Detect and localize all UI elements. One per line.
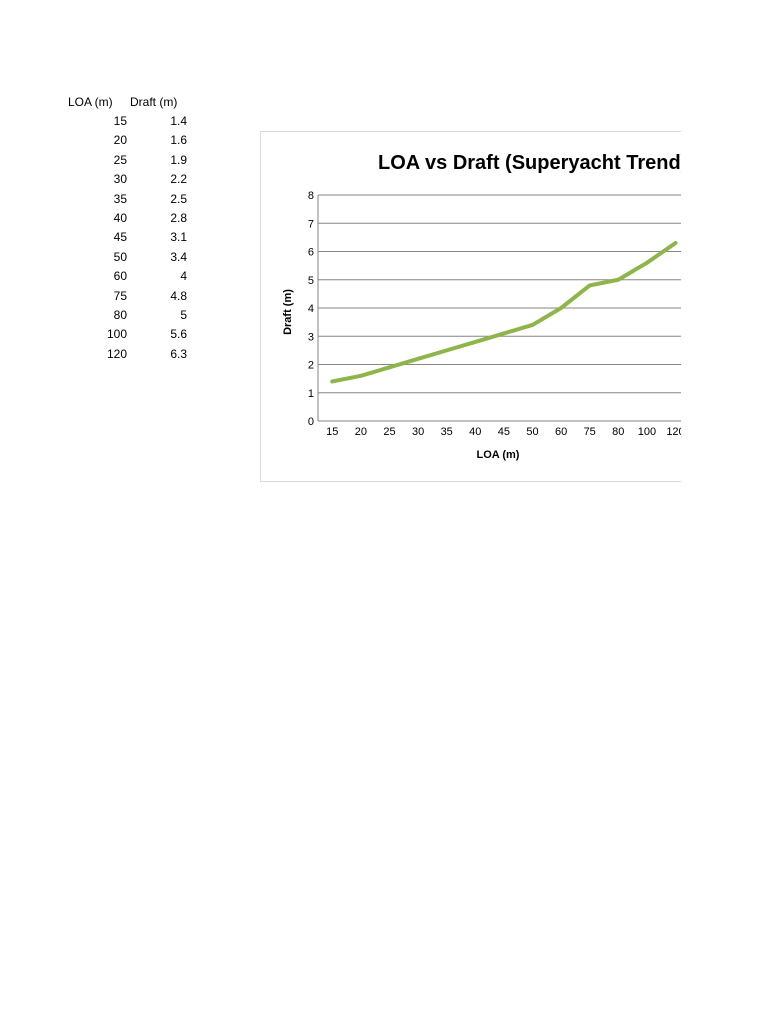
series-group: [330, 241, 678, 384]
header-draft: Draft (m): [130, 94, 178, 109]
x-tick-label: 15: [326, 426, 338, 438]
cell-loa: 15: [113, 114, 127, 129]
table-row: 50 3.4: [60, 247, 190, 266]
y-tick-label: 6: [308, 247, 314, 259]
table-header-row: LOA (m) Draft (m): [60, 92, 190, 111]
x-tick-label: 60: [555, 426, 567, 438]
cell-draft: 2.8: [170, 211, 187, 226]
x-tick-label: 45: [498, 426, 510, 438]
cell-draft: 2.5: [170, 191, 187, 206]
table-row: 80 5: [60, 305, 190, 324]
cell-draft: 4: [180, 269, 187, 284]
cell-draft: 2.2: [170, 172, 187, 187]
x-tick-label: 25: [383, 426, 395, 438]
line-chart: LOA vs Draft (Superyacht Trend) 01234567…: [282, 152, 681, 461]
cell-draft: 5.6: [170, 327, 187, 342]
y-tick-label: 1: [308, 388, 314, 400]
cell-draft: 3.4: [170, 249, 187, 264]
chart-title: LOA vs Draft (Superyacht Trend): [378, 152, 681, 174]
table-row: 120 6.3: [60, 344, 190, 363]
cell-draft: 1.9: [170, 152, 187, 167]
cell-loa: 40: [113, 211, 127, 226]
cell-loa: 30: [113, 172, 127, 187]
table-row: 100 5.6: [60, 325, 190, 344]
table-row: 25 1.9: [60, 150, 190, 169]
cell-loa: 25: [113, 152, 127, 167]
cell-loa: 75: [113, 288, 127, 303]
cell-loa: 60: [113, 269, 127, 284]
y-tick-label: 3: [308, 331, 314, 343]
table-row: 40 2.8: [60, 208, 190, 227]
gridlines: [317, 194, 681, 422]
x-tick-labels: 15 20 25 30 35 40 45 50 60 75 80 100 120: [326, 426, 681, 438]
table-row: 45 3.1: [60, 228, 190, 247]
cell-draft: 1.6: [170, 133, 187, 148]
y-tick-label: 8: [308, 190, 314, 202]
cell-loa: 35: [113, 191, 127, 206]
y-tick-label: 5: [308, 275, 314, 287]
series-line: [330, 241, 678, 384]
x-tick-label: 35: [441, 426, 453, 438]
cell-loa: 80: [113, 307, 127, 322]
header-loa: LOA (m): [68, 94, 113, 109]
x-tick-label: 75: [584, 426, 596, 438]
x-tick-label: 50: [526, 426, 538, 438]
table-row: 15 1.4: [60, 111, 190, 130]
y-tick-labels: 0 1 2 3 4 5 6 7 8: [308, 190, 314, 428]
x-tick-label: 100: [638, 426, 656, 438]
cell-loa: 50: [113, 249, 127, 264]
y-tick-label: 2: [308, 360, 314, 372]
cell-draft: 6.3: [170, 346, 187, 361]
cell-loa: 45: [113, 230, 127, 245]
data-table: LOA (m) Draft (m) 15 1.4 20 1.6 25 1.9 30 2.2 35…: [60, 92, 190, 363]
cell-draft: 1.4: [170, 114, 187, 129]
cell-draft: 3.1: [170, 230, 187, 245]
cell-loa: 100: [106, 327, 127, 342]
y-axis-label: Draft (m): [282, 289, 294, 335]
y-tick-label: 7: [308, 218, 314, 230]
cell-draft: 5: [180, 307, 187, 322]
x-tick-label: 80: [612, 426, 624, 438]
cell-loa: 120: [106, 346, 127, 361]
cell-draft: 4.8: [170, 288, 187, 303]
table-row: 60 4: [60, 267, 190, 286]
y-tick-label: 0: [308, 416, 314, 428]
table-row: 30 2.2: [60, 170, 190, 189]
table-row: 35 2.5: [60, 189, 190, 208]
x-tick-label: 30: [412, 426, 424, 438]
y-tick-label: 4: [308, 303, 314, 315]
cell-loa: 20: [113, 133, 127, 148]
table-row: 20 1.6: [60, 131, 190, 150]
x-axis-label: LOA (m): [477, 449, 520, 461]
x-tick-label: 40: [469, 426, 481, 438]
table-body: 15 1.4 20 1.6 25 1.9 30 2.2 35 2.5 40 2.8 45 3.1 50 3.4…: [60, 111, 190, 363]
table-row: 75 4.8: [60, 286, 190, 305]
x-tick-label: 20: [355, 426, 367, 438]
x-tick-label: 120: [666, 426, 681, 438]
